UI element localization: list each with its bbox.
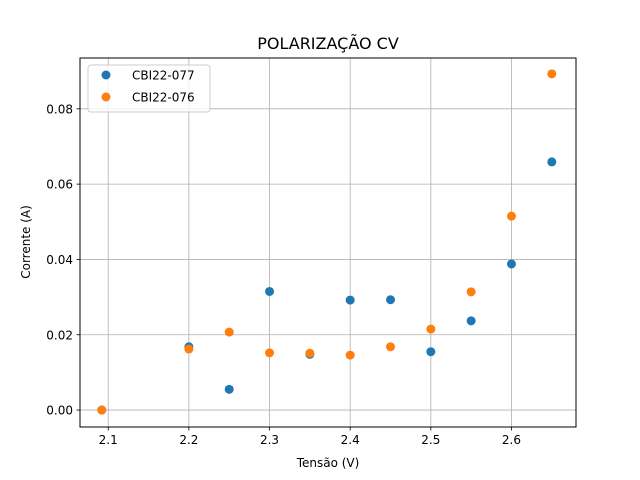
data-point-cbi22-076 (506, 211, 516, 221)
grid (80, 58, 576, 427)
legend-label-cbi22-077: CBI22-077 (132, 69, 195, 83)
data-point-cbi22-076 (224, 327, 234, 337)
data-point-cbi22-077 (547, 157, 557, 167)
y-tick-label: 0.02 (46, 328, 73, 342)
x-tick-label: 2.2 (179, 433, 198, 447)
legend-label-cbi22-076: CBI22-076 (132, 91, 195, 105)
data-point-cbi22-076 (426, 324, 436, 334)
data-point-cbi22-076 (305, 348, 315, 358)
legend-marker-cbi22-077 (101, 70, 111, 80)
legend-box (87, 64, 211, 113)
data-points (97, 69, 557, 415)
data-point-cbi22-077 (386, 295, 396, 305)
x-axis-label: Tensão (V) (296, 456, 360, 470)
data-point-cbi22-076 (97, 405, 107, 415)
legend: CBI22-077 CBI22-076 (87, 64, 211, 113)
data-point-cbi22-077 (265, 286, 275, 296)
chart-title: POLARIZAÇÃO CV (257, 34, 399, 53)
y-axis-label: Corrente (A) (19, 205, 33, 279)
x-tick-label: 2.1 (99, 433, 118, 447)
data-point-cbi22-077 (506, 259, 516, 269)
y-tick-label: 0.04 (46, 253, 73, 267)
y-tick-label: 0.06 (46, 178, 73, 192)
data-point-cbi22-076 (345, 350, 355, 360)
legend-marker-cbi22-076 (101, 92, 111, 102)
data-point-cbi22-076 (547, 69, 557, 79)
data-point-cbi22-076 (386, 342, 396, 352)
x-tick-label: 2.6 (502, 433, 521, 447)
x-tick-label: 2.3 (260, 433, 279, 447)
plot-frame (79, 57, 577, 428)
data-point-cbi22-077 (426, 347, 436, 357)
x-tick-label: 2.5 (421, 433, 440, 447)
data-point-cbi22-077 (345, 295, 355, 305)
data-point-cbi22-076 (466, 287, 476, 297)
data-point-cbi22-077 (466, 316, 476, 326)
data-point-cbi22-076 (265, 348, 275, 358)
axis-ticks: 2.1 2.2 2.3 2.4 2.5 2.6 0.00 0.02 0.04 0.06 0.08 (46, 102, 521, 447)
data-point-cbi22-077 (224, 384, 234, 394)
data-point-cbi22-076 (184, 344, 194, 354)
y-tick-label: 0.08 (46, 102, 73, 116)
x-tick-label: 2.4 (341, 433, 360, 447)
y-tick-label: 0.00 (46, 404, 73, 418)
